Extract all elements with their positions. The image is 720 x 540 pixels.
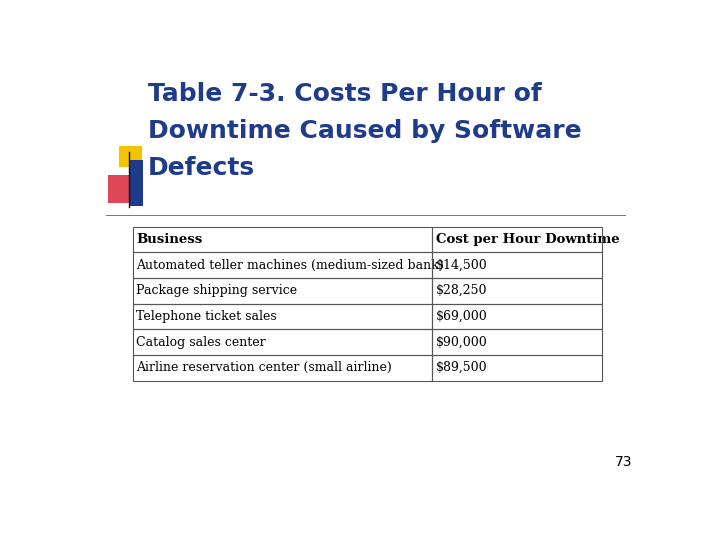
Text: $69,000: $69,000 [436,310,487,323]
Text: Catalog sales center: Catalog sales center [137,335,266,348]
Bar [432,252,601,278]
Text: Telephone ticket sales: Telephone ticket sales [137,310,277,323]
Bar [432,355,601,381]
Text: $28,250: $28,250 [436,284,487,297]
Bar [432,303,601,329]
Bar [432,278,601,303]
Text: Table 7-3. Costs Per Hour of: Table 7-3. Costs Per Hour of [148,82,542,106]
Bar [132,329,432,355]
Text: Business: Business [137,233,203,246]
Bar [108,175,131,202]
Text: Downtime Caused by Software: Downtime Caused by Software [148,119,582,143]
Bar [132,355,432,381]
Text: Airline reservation center (small airline): Airline reservation center (small airlin… [137,361,392,374]
Bar [132,278,432,303]
Text: $89,500: $89,500 [436,361,487,374]
Text: Cost per Hour Downtime: Cost per Hour Downtime [436,233,619,246]
Bar [130,159,143,206]
Text: Defects: Defects [148,156,256,180]
Bar [119,146,142,167]
Text: 73: 73 [615,455,632,469]
Text: Automated teller machines (medium-sized bank): Automated teller machines (medium-sized … [137,259,444,272]
Bar [432,329,601,355]
Bar [132,303,432,329]
Text: Package shipping service: Package shipping service [137,284,297,297]
Text: $14,500: $14,500 [436,259,487,272]
Text: $90,000: $90,000 [436,335,487,348]
Bar [432,226,601,252]
Bar [132,226,432,252]
Bar [132,252,432,278]
